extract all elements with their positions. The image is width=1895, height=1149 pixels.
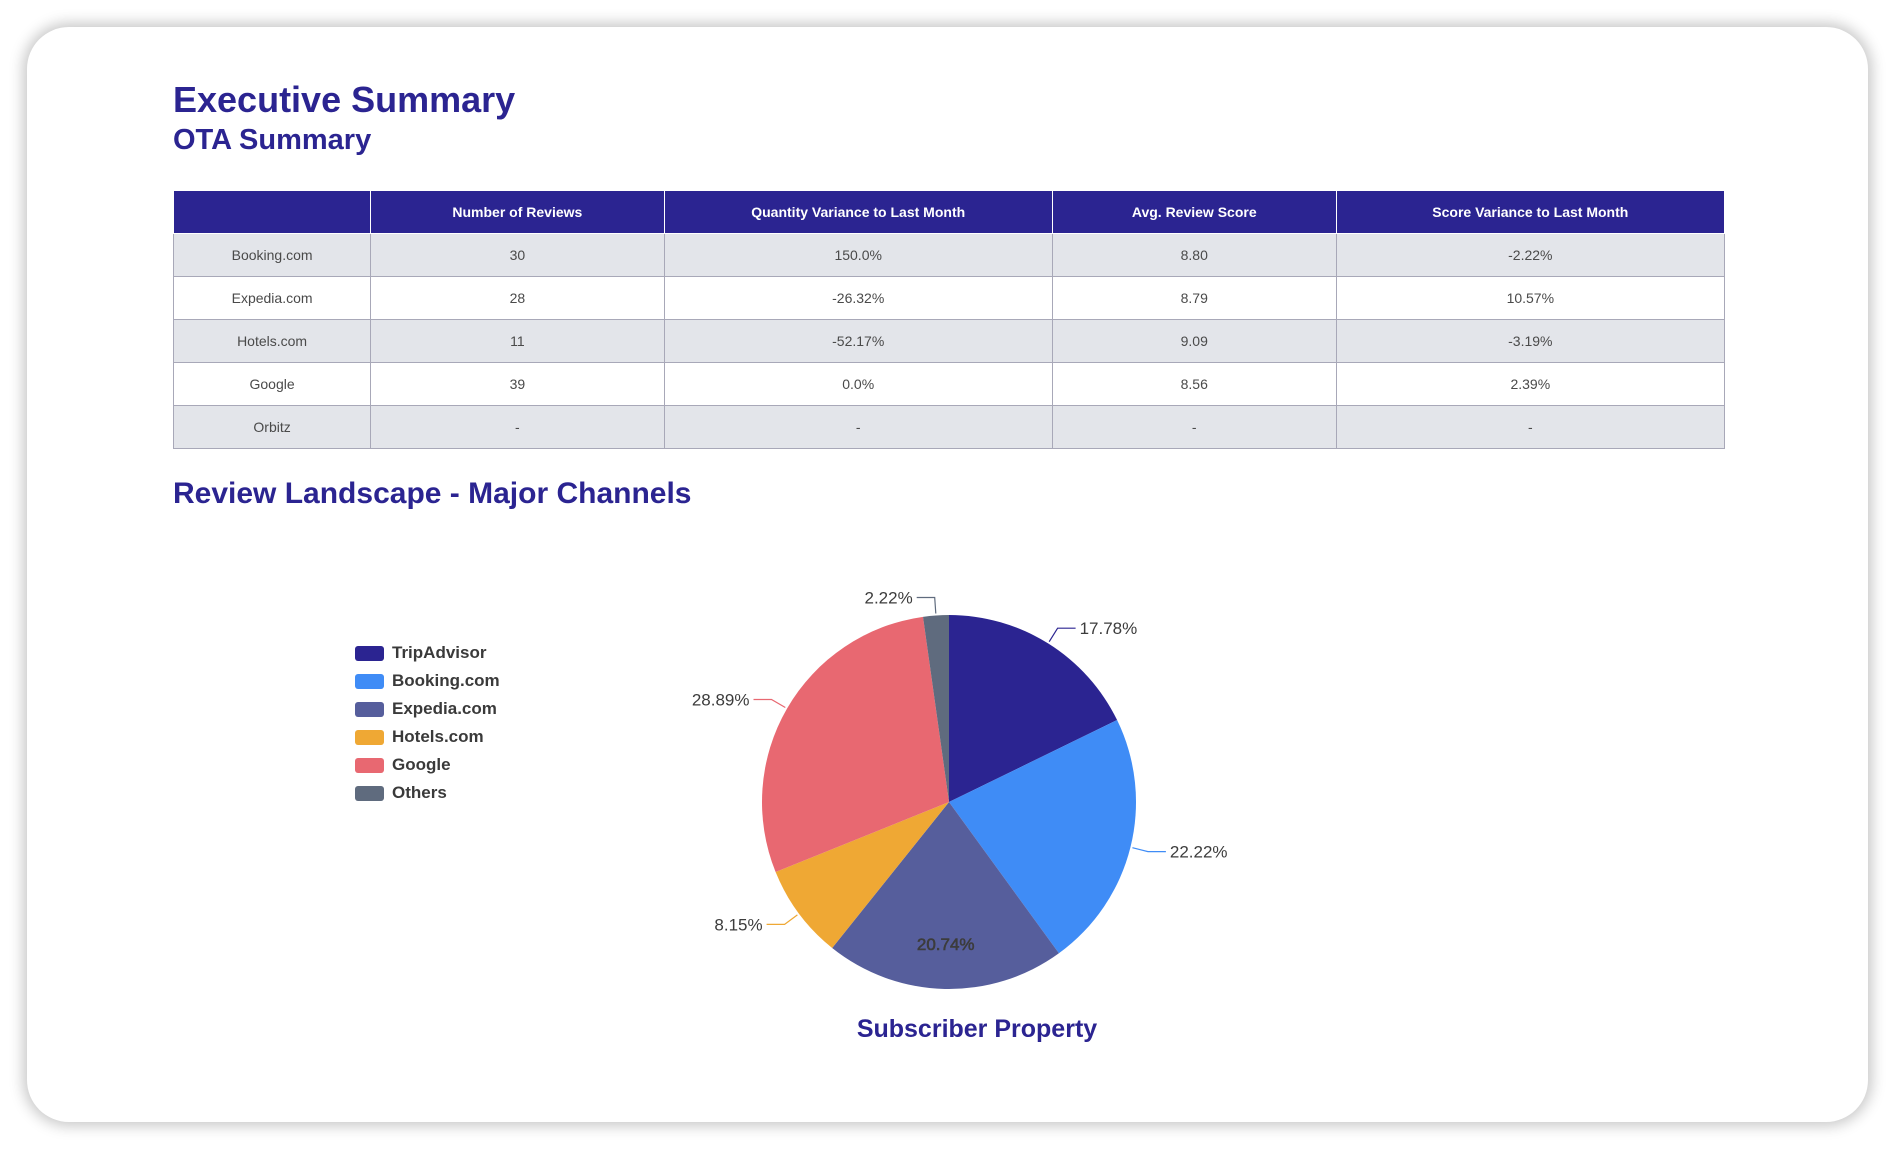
cell-avg-review-score: 9.09 <box>1051 319 1337 363</box>
legend-item-booking[interactable]: Booking.com <box>355 667 500 695</box>
pie-slice-tripadvisor[interactable] <box>949 615 1118 802</box>
cell-score-variance: -2.22% <box>1335 233 1726 277</box>
legend-swatch <box>355 701 384 717</box>
cell-score-variance: 2.39% <box>1335 362 1726 406</box>
pie-chart: 17.78% 22.22% 20.74% 8.15% 28.89% 2.22% <box>692 589 1228 990</box>
cell-channel: Google <box>172 362 372 406</box>
cell-avg-review-score: 8.79 <box>1051 276 1337 320</box>
cell-number-of-reviews: 39 <box>370 362 665 406</box>
data-label: 8.15% <box>714 915 762 934</box>
cell-avg-review-score: - <box>1051 405 1337 449</box>
legend-label: Hotels.com <box>392 727 484 746</box>
legend-swatch <box>355 673 384 689</box>
legend-label: TripAdvisor <box>392 643 487 662</box>
legend-swatch <box>355 785 384 801</box>
legend-item-google[interactable]: Google <box>355 751 500 779</box>
cell-channel: Orbitz <box>172 405 372 449</box>
header-avg-review-score: Avg. Review Score <box>1051 190 1337 234</box>
cell-number-of-reviews: - <box>370 405 665 449</box>
pie-slice-hotels-com[interactable] <box>775 802 949 949</box>
legend-label: Booking.com <box>392 671 500 690</box>
header-channel <box>172 190 372 234</box>
ota-summary-table: Number of Reviews Quantity Variance to L… <box>172 190 1726 449</box>
cell-avg-review-score: 8.80 <box>1051 233 1337 277</box>
table-row: Expedia.com 28 -26.32% 8.79 10.57% <box>172 276 1726 320</box>
chart-title: Subscriber Property <box>856 1015 1098 1043</box>
legend-item-expedia[interactable]: Expedia.com <box>355 695 500 723</box>
cell-channel: Booking.com <box>172 233 372 277</box>
cell-channel: Hotels.com <box>172 319 372 363</box>
header-score-variance: Score Variance to Last Month <box>1335 190 1726 234</box>
label-leader-line <box>766 914 798 926</box>
legend-label: Expedia.com <box>392 699 497 718</box>
legend-item-others[interactable]: Others <box>355 779 500 807</box>
cell-quantity-variance: 150.0% <box>663 233 1053 277</box>
cell-score-variance: -3.19% <box>1335 319 1726 363</box>
cell-quantity-variance: - <box>663 405 1053 449</box>
legend-swatch <box>355 645 384 661</box>
section-title: Review Landscape - Major Channels <box>173 477 692 510</box>
pie-slice-expedia-com[interactable] <box>832 802 1059 990</box>
table-header-row: Number of Reviews Quantity Variance to L… <box>172 190 1726 234</box>
table-row: Hotels.com 11 -52.17% 9.09 -3.19% <box>172 319 1726 363</box>
pie-slice-booking-com[interactable] <box>949 720 1137 954</box>
cell-quantity-variance: 0.0% <box>663 362 1053 406</box>
data-label: 2.22% <box>864 589 912 608</box>
label-leader-line <box>753 698 786 709</box>
table-row: Booking.com 30 150.0% 8.80 -2.22% <box>172 233 1726 277</box>
header-number-of-reviews: Number of Reviews <box>370 190 665 234</box>
data-label: 22.22% <box>1170 843 1228 862</box>
cell-score-variance: - <box>1335 405 1726 449</box>
page-title: Executive Summary <box>173 79 516 120</box>
pie-slice-google[interactable] <box>761 616 949 873</box>
cell-score-variance: 10.57% <box>1335 276 1726 320</box>
cell-channel: Expedia.com <box>172 276 372 320</box>
cell-number-of-reviews: 30 <box>370 233 665 277</box>
legend-swatch <box>355 757 384 773</box>
table-row: Orbitz - - - - <box>172 405 1726 449</box>
cell-quantity-variance: -52.17% <box>663 319 1053 363</box>
label-leader-line <box>1048 627 1076 643</box>
legend-swatch <box>355 729 384 745</box>
data-label: 17.78% <box>1080 619 1138 638</box>
legend-label: Others <box>392 783 447 802</box>
data-label: 20.74% <box>917 935 975 954</box>
cell-quantity-variance: -26.32% <box>663 276 1053 320</box>
label-leader-line <box>1132 847 1166 853</box>
data-label: 28.89% <box>692 691 750 710</box>
cell-number-of-reviews: 28 <box>370 276 665 320</box>
report-card: Executive Summary OTA Summary Number of … <box>27 27 1868 1122</box>
legend-item-hotels[interactable]: Hotels.com <box>355 723 500 751</box>
pie-slice-others[interactable] <box>923 615 949 802</box>
page-subtitle: OTA Summary <box>173 124 372 156</box>
cell-number-of-reviews: 11 <box>370 319 665 363</box>
header-quantity-variance: Quantity Variance to Last Month <box>663 190 1053 234</box>
table-row: Google 39 0.0% 8.56 2.39% <box>172 362 1726 406</box>
chart-legend: TripAdvisor Booking.com Expedia.com Hote… <box>355 639 500 807</box>
label-leader-line <box>916 596 937 614</box>
legend-label: Google <box>392 755 451 774</box>
legend-item-tripadvisor[interactable]: TripAdvisor <box>355 639 500 667</box>
